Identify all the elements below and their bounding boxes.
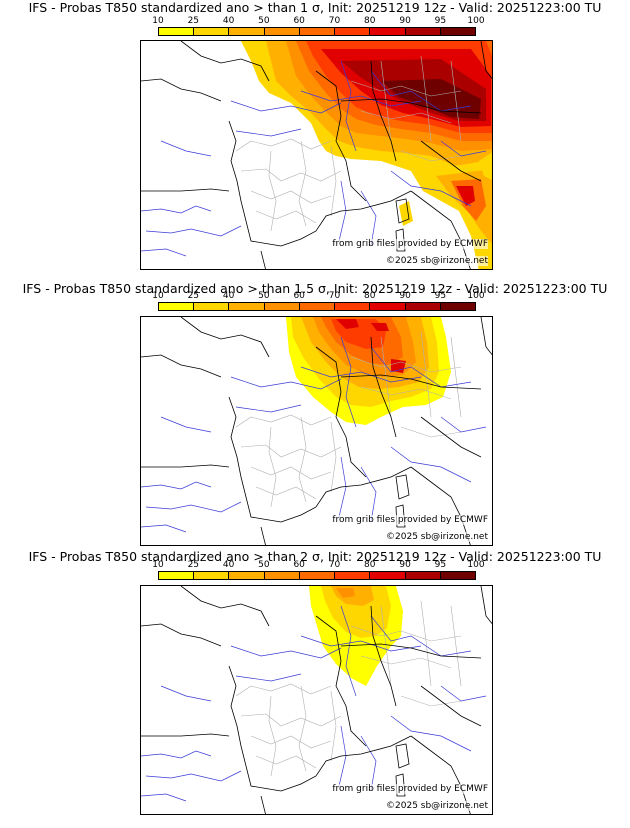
colorbar-swatch bbox=[370, 572, 406, 579]
coastlines bbox=[141, 317, 492, 545]
colorbar bbox=[158, 571, 476, 580]
source-credit: from grib files provided by ECMWF bbox=[332, 239, 488, 249]
map-frame: from grib files provided by ECMWF ©2025 … bbox=[140, 316, 493, 546]
colorbar-tick: 60 bbox=[293, 291, 305, 301]
colorbar-swatch bbox=[299, 28, 336, 35]
coastlines bbox=[141, 586, 492, 814]
colorbar-swatch bbox=[194, 28, 230, 35]
colorbar-swatch bbox=[159, 572, 195, 579]
panel-title: IFS - Probas T850 standardized ano > tha… bbox=[28, 0, 602, 15]
map-frame: from grib files provided by ECMWF ©2025 … bbox=[140, 585, 493, 815]
colorbar-ticks: 10 25 40 50 60 70 80 90 95 100 bbox=[152, 560, 484, 570]
colorbar-tick: 70 bbox=[328, 16, 341, 26]
colorbar-swatch bbox=[370, 303, 406, 310]
colorbar-tick: 80 bbox=[364, 560, 376, 570]
map-graphic bbox=[141, 41, 492, 269]
colorbar-tick: 60 bbox=[293, 16, 305, 26]
colorbar-swatch bbox=[229, 572, 265, 579]
colorbar-ticks: 10 25 40 50 60 70 80 90 95 100 bbox=[152, 291, 484, 301]
colorbar-swatch bbox=[405, 303, 441, 310]
copyright-credit: ©2025 sb@irizone.net bbox=[386, 801, 488, 811]
colorbar-tick: 10 bbox=[152, 560, 164, 570]
panel-title: IFS - Probas T850 standardized ano > tha… bbox=[28, 549, 602, 564]
colorbar-swatch bbox=[264, 28, 300, 35]
colorbar bbox=[158, 27, 476, 36]
colorbar-tick: 95 bbox=[434, 560, 447, 570]
colorbar-swatch bbox=[335, 572, 371, 579]
colorbar-swatch bbox=[264, 572, 300, 579]
colorbar-swatch bbox=[299, 572, 336, 579]
colorbar-tick: 80 bbox=[364, 291, 376, 301]
colorbar-swatch bbox=[405, 28, 441, 35]
colorbar-tick: 95 bbox=[434, 291, 447, 301]
colorbar-tick: 80 bbox=[364, 16, 376, 26]
colorbar-swatch bbox=[264, 303, 300, 310]
probability-panel-2-sigma: IFS - Probas T850 standardized ano > tha… bbox=[0, 548, 630, 828]
colorbar-swatch bbox=[299, 303, 336, 310]
colorbar-swatch bbox=[405, 572, 441, 579]
map-frame: from grib files provided by ECMWF ©2025 … bbox=[140, 40, 493, 270]
colorbar-tick: 70 bbox=[328, 291, 341, 301]
colorbar-swatch bbox=[229, 28, 265, 35]
colorbar-tick: 60 bbox=[293, 560, 305, 570]
colorbar-swatch bbox=[194, 572, 230, 579]
colorbar-tick: 10 bbox=[152, 16, 164, 26]
colorbar-tick: 90 bbox=[399, 16, 411, 26]
colorbar-swatch bbox=[229, 303, 265, 310]
colorbar-tick: 25 bbox=[187, 291, 200, 301]
rivers bbox=[141, 336, 487, 533]
source-credit: from grib files provided by ECMWF bbox=[332, 515, 488, 525]
source-credit: from grib files provided by ECMWF bbox=[332, 784, 488, 794]
colorbar-swatch bbox=[440, 572, 475, 579]
colorbar-tick: 40 bbox=[222, 16, 235, 26]
colorbar-tick: 50 bbox=[258, 16, 270, 26]
colorbar-tick: 40 bbox=[222, 560, 235, 570]
colorbar-tick: 10 bbox=[152, 291, 164, 301]
panel-title: IFS - Probas T850 standardized ano > tha… bbox=[22, 281, 608, 296]
colorbar-swatch bbox=[159, 303, 195, 310]
colorbar-swatch bbox=[335, 303, 371, 310]
colorbar-swatch bbox=[335, 28, 371, 35]
colorbar-tick: 100 bbox=[467, 291, 485, 301]
colorbar-swatch bbox=[440, 28, 475, 35]
colorbar bbox=[158, 302, 476, 311]
colorbar-tick: 90 bbox=[399, 560, 411, 570]
admin-borders bbox=[235, 331, 462, 508]
rivers bbox=[141, 60, 487, 257]
colorbar-tick: 40 bbox=[222, 291, 235, 301]
colorbar-tick: 50 bbox=[258, 560, 270, 570]
colorbar-tick: 90 bbox=[399, 291, 411, 301]
admin-borders bbox=[235, 55, 462, 232]
colorbar-tick: 25 bbox=[187, 560, 200, 570]
copyright-credit: ©2025 sb@irizone.net bbox=[386, 532, 488, 542]
colorbar-tick: 50 bbox=[258, 291, 270, 301]
colorbar-tick: 95 bbox=[434, 16, 447, 26]
map-graphic bbox=[141, 317, 492, 545]
copyright-credit: ©2025 sb@irizone.net bbox=[386, 256, 488, 266]
colorbar-swatch bbox=[440, 303, 475, 310]
map-graphic bbox=[141, 586, 492, 814]
rivers bbox=[141, 605, 487, 802]
colorbar-swatch bbox=[159, 28, 195, 35]
probability-field bbox=[241, 41, 492, 269]
probability-field bbox=[286, 317, 451, 425]
colorbar-tick: 100 bbox=[467, 16, 485, 26]
admin-borders bbox=[235, 600, 462, 777]
probability-panel-1-5-sigma: IFS - Probas T850 standardized ano > tha… bbox=[0, 278, 630, 548]
probability-panel-1-sigma: IFS - Probas T850 standardized ano > tha… bbox=[0, 0, 630, 278]
colorbar-tick: 25 bbox=[187, 16, 200, 26]
colorbar-swatch bbox=[370, 28, 406, 35]
colorbar-tick: 70 bbox=[328, 560, 341, 570]
colorbar-tick: 100 bbox=[467, 560, 485, 570]
colorbar-ticks: 10 25 40 50 60 70 80 90 95 100 bbox=[152, 16, 484, 26]
colorbar-swatch bbox=[194, 303, 230, 310]
